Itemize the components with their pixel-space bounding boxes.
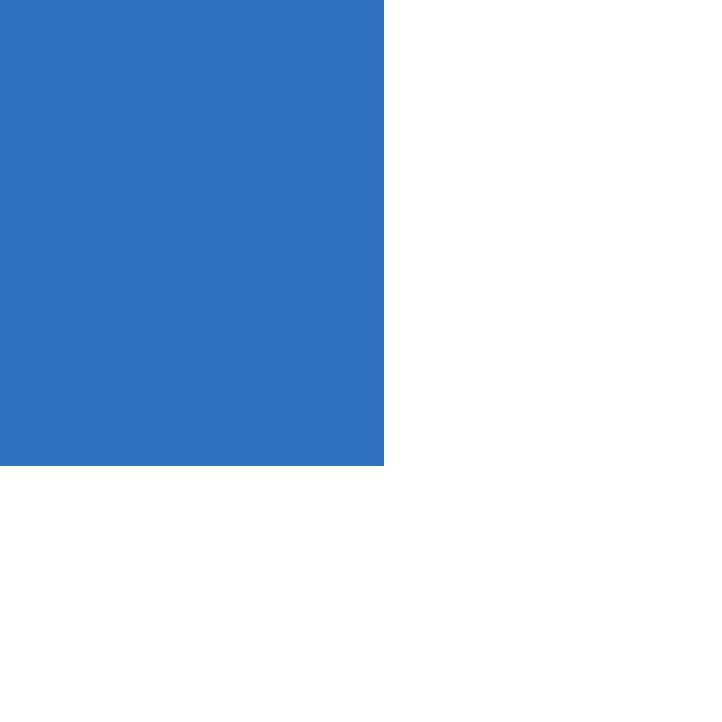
blue-rectangle	[0, 0, 384, 466]
